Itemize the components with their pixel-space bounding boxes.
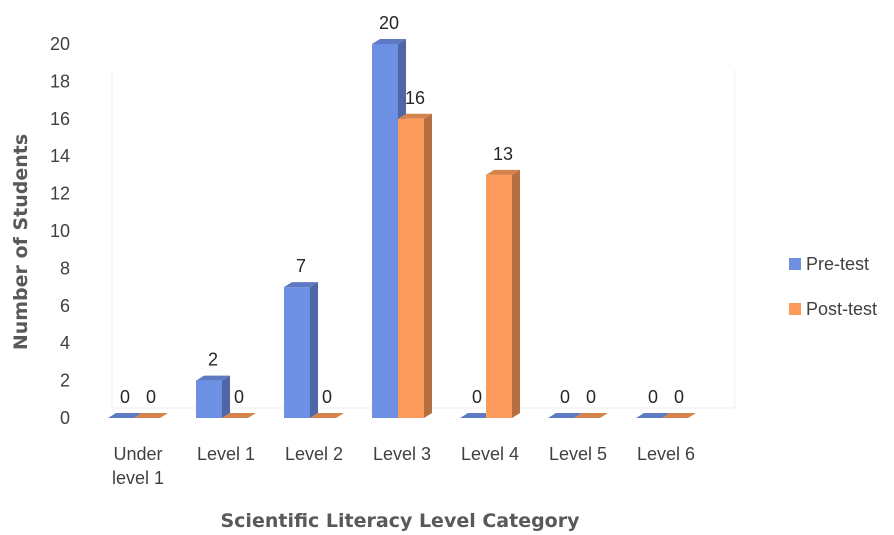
bar-post-test xyxy=(662,413,696,418)
legend-label: Pre-test xyxy=(806,254,869,274)
y-tick-label: 6 xyxy=(60,296,70,316)
legend-item: Pre-test xyxy=(789,254,869,274)
legend-label: Post-test xyxy=(806,299,877,319)
bar-top-face xyxy=(372,39,406,44)
bars-group xyxy=(108,39,696,419)
bar-top-face xyxy=(662,413,696,418)
data-label: 0 xyxy=(674,387,684,407)
data-label: 0 xyxy=(648,387,658,407)
data-label: 13 xyxy=(493,144,513,164)
x-axis-ticks: Under level 1 Level 1 Level 2 Level 3 Level 4… xyxy=(112,444,695,488)
bar-top-face xyxy=(108,413,142,418)
bar-top-face xyxy=(222,413,256,418)
data-label: 7 xyxy=(296,256,306,276)
bar-side-face xyxy=(512,169,520,418)
x-tick-label: Under level 1 xyxy=(112,444,164,488)
x-tick-label: Level 3 xyxy=(373,444,431,464)
bar-top-face xyxy=(398,113,432,119)
x-tick-label: Level 6 xyxy=(637,444,695,464)
bar-pre-test xyxy=(548,413,582,418)
bar-top-face xyxy=(284,282,318,288)
y-axis-ticks: 0 2 4 6 8 10 12 14 16 18 20 xyxy=(50,34,70,428)
data-label: 0 xyxy=(234,387,244,407)
legend-swatch xyxy=(789,258,801,270)
y-tick-label: 8 xyxy=(60,258,70,278)
bar-post-test xyxy=(222,413,256,418)
x-tick-label: Level 5 xyxy=(549,444,607,464)
data-label: 0 xyxy=(146,387,156,407)
bar-top-face xyxy=(310,413,344,418)
legend-item: Post-test xyxy=(789,299,877,319)
data-label: 16 xyxy=(405,88,425,108)
bar-post-test xyxy=(310,413,344,418)
bar-post-test xyxy=(574,413,608,418)
data-label: 2 xyxy=(208,350,218,370)
legend-swatch xyxy=(789,303,801,315)
data-label: 0 xyxy=(120,387,130,407)
bar-front-face xyxy=(284,287,310,418)
y-tick-label: 14 xyxy=(50,146,70,166)
x-axis-title: Scientific Literacy Level Category xyxy=(220,510,580,532)
bar-top-face xyxy=(486,169,520,175)
y-tick-label: 0 xyxy=(60,408,70,428)
bar-pre-test xyxy=(636,413,670,418)
bar-top-face xyxy=(574,413,608,418)
bar-front-face xyxy=(398,118,424,419)
bar-top-face xyxy=(134,413,168,418)
bar-top-face xyxy=(548,413,582,418)
data-label: 0 xyxy=(586,387,596,407)
bar-front-face xyxy=(196,380,222,418)
x-tick-label: Level 4 xyxy=(461,444,519,464)
bar-post-test xyxy=(486,169,520,418)
bar-post-test xyxy=(134,413,168,418)
data-label: 0 xyxy=(560,387,570,407)
bar-top-face xyxy=(636,413,670,418)
data-label: 20 xyxy=(379,13,399,33)
x-tick-label: Level 1 xyxy=(197,444,255,464)
y-tick-label: 4 xyxy=(60,333,70,353)
bar-side-face xyxy=(424,113,432,419)
bar-pre-test xyxy=(284,282,318,418)
data-label: 0 xyxy=(322,387,332,407)
bar-pre-test xyxy=(196,375,230,418)
bar-front-face xyxy=(372,44,398,418)
bar-side-face xyxy=(310,282,318,418)
y-tick-label: 12 xyxy=(50,184,70,204)
bar-front-face xyxy=(486,174,512,418)
bar-side-face xyxy=(222,375,230,418)
legend: Pre-test Post-test xyxy=(789,254,877,319)
y-axis-title: Number of Students xyxy=(10,134,32,350)
y-tick-label: 16 xyxy=(50,109,70,129)
bar-pre-test xyxy=(460,413,494,418)
bar-pre-test xyxy=(108,413,142,418)
x-tick-label: Level 2 xyxy=(285,444,343,464)
bar-top-face xyxy=(196,375,230,381)
y-tick-label: 20 xyxy=(50,34,70,54)
bar-top-face xyxy=(460,413,494,418)
data-label: 0 xyxy=(472,387,482,407)
y-tick-label: 18 xyxy=(50,71,70,91)
y-tick-label: 10 xyxy=(50,221,70,241)
y-tick-label: 2 xyxy=(60,371,70,391)
bar-post-test xyxy=(398,113,432,419)
